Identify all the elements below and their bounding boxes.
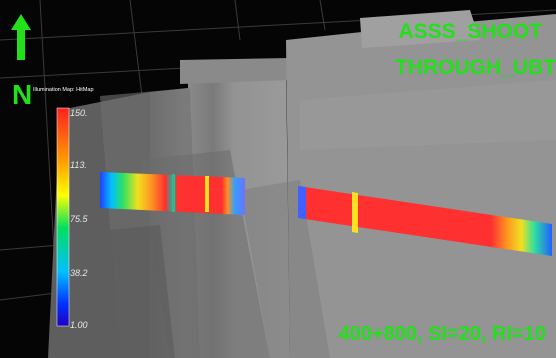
colorbar-tick-4: 38.2: [70, 268, 88, 278]
colorbar-tick-2: 113.: [70, 160, 87, 170]
colorbar-title: Illumination Map: HitMap: [33, 87, 94, 93]
north-label: N: [12, 79, 33, 110]
colorbar-tick-min: 1.00: [70, 320, 88, 330]
illumination-band-right: [298, 186, 552, 256]
colorbar-tick-max: 150.: [70, 108, 88, 118]
acquisition-params: 400+800, SI=20, RI=10: [338, 323, 546, 345]
colorbar-tick-3: 75.5: [70, 214, 88, 224]
survey-title-line2: THROUGH_UBT: [395, 56, 556, 79]
survey-title-line1: ASSS_SHOOT: [398, 20, 542, 43]
up-arrow-icon: [11, 14, 31, 60]
illumination-band-left: [100, 172, 245, 215]
colorbar-gradient: [56, 107, 70, 327]
